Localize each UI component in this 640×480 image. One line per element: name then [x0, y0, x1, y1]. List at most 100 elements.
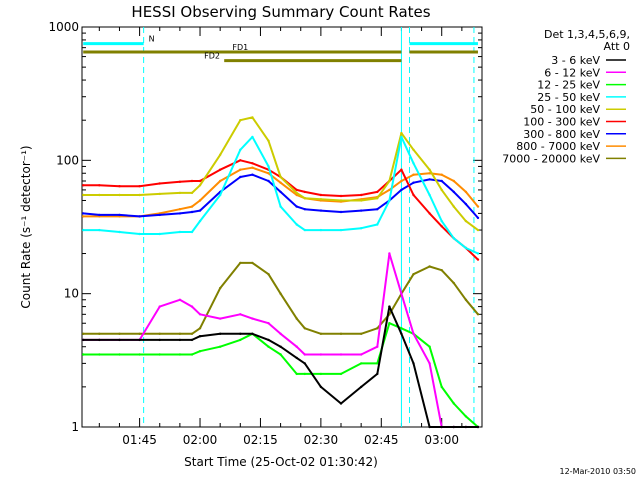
series-1-point: [219, 317, 222, 320]
y-axis-label: Count Rate (s⁻¹ detector⁻¹): [19, 145, 33, 308]
series-5-point: [251, 162, 254, 165]
series-7-point: [452, 179, 455, 183]
series-1-point: [251, 317, 254, 320]
series-1-point: [267, 322, 270, 325]
series-6-point: [319, 209, 323, 212]
series-4-point: [464, 219, 468, 223]
series-5-point: [98, 184, 101, 187]
series-7-point: [412, 173, 415, 176]
series-3-point: [158, 232, 161, 236]
series-1-point: [239, 313, 242, 316]
series-8-point: [251, 261, 254, 265]
series-2-point: [178, 353, 182, 356]
series-3-point: [82, 228, 85, 232]
series-0-point: [376, 372, 379, 376]
legend-label: 25 - 50 keV: [537, 91, 600, 104]
plot-frame: [81, 26, 483, 428]
series-0-point: [178, 338, 182, 342]
series-1-point: [178, 298, 182, 301]
series-8-point: [428, 265, 431, 268]
series-8-point: [464, 298, 468, 301]
series-8-point: [412, 273, 415, 276]
series-8-point: [98, 332, 101, 335]
series-8-point: [376, 327, 379, 330]
series-4-point: [178, 191, 182, 195]
series-4-point: [158, 192, 161, 196]
state-label-n: N: [149, 35, 155, 44]
series-3-point: [138, 232, 141, 236]
series-5-point: [360, 193, 363, 197]
series-6-point: [279, 190, 282, 194]
series-5-point: [158, 182, 161, 185]
series-3-point: [198, 219, 202, 223]
series-4-point: [452, 205, 455, 208]
series-3-point: [178, 230, 182, 234]
x-tick-label: 02:45: [364, 433, 399, 447]
series-line-6: [83, 173, 479, 219]
series-0-point: [158, 338, 161, 342]
series-6-point: [360, 209, 363, 212]
series-1-point: [190, 305, 194, 308]
series-5-point: [198, 179, 202, 183]
series-6-point: [303, 208, 306, 211]
series-6-point: [158, 213, 161, 217]
series-4-point: [428, 168, 431, 171]
series-3-point: [190, 230, 194, 234]
series-4-point: [400, 131, 403, 135]
legend-label: 50 - 100 keV: [530, 103, 600, 116]
series-0-point: [118, 338, 121, 342]
series-5-point: [190, 179, 194, 183]
series-7-point: [440, 173, 443, 176]
series-2-point: [376, 362, 379, 365]
series-0-point: [98, 338, 101, 342]
series-0-point: [339, 402, 343, 405]
series-6-point: [376, 208, 379, 211]
series-7-point: [464, 190, 468, 194]
series-5-point: [376, 190, 379, 194]
series-2-point: [267, 345, 270, 348]
series-2-point: [98, 353, 101, 356]
series-4-point: [190, 191, 194, 195]
series-0-point: [428, 425, 431, 429]
series-7-point: [251, 166, 254, 169]
series-0-point: [138, 338, 141, 342]
series-3-point: [440, 219, 443, 223]
series-5-point: [295, 188, 298, 192]
series-2-point: [428, 345, 431, 348]
series-3-point: [303, 228, 306, 232]
series-4-point: [118, 193, 121, 197]
series-0-point: [360, 385, 363, 389]
series-3-point: [118, 230, 121, 234]
footer-date: 12-Mar-2010 03:50: [560, 467, 637, 476]
series-8-point: [198, 327, 202, 330]
series-0-point: [388, 305, 391, 308]
series-2-point: [219, 345, 222, 348]
series-0-point: [440, 425, 443, 429]
series-0-point: [198, 335, 202, 338]
series-4-point: [339, 199, 343, 202]
series-2-point: [138, 353, 141, 356]
series-0-point: [400, 332, 403, 335]
series-3-point: [98, 228, 101, 232]
series-line-0: [83, 305, 478, 428]
series-2-point: [190, 353, 194, 356]
series-7-point: [428, 172, 431, 175]
series-5-point: [476, 258, 480, 261]
series-1-point: [303, 353, 306, 356]
series-6-point: [440, 179, 443, 183]
series-4-point: [198, 184, 202, 187]
series-8-point: [279, 292, 282, 295]
series-6-point: [267, 179, 270, 183]
series-2-point: [239, 338, 242, 342]
series-5-point: [239, 159, 242, 162]
series-3-point: [428, 193, 431, 197]
y-tick-label: 1000: [48, 20, 79, 34]
state-label-fd2: FD2: [204, 52, 220, 61]
series-3-point: [319, 228, 323, 232]
series-3-point: [267, 165, 270, 168]
series-1-point: [279, 332, 282, 335]
series-6-point: [428, 178, 431, 181]
series-8-point: [295, 317, 298, 320]
series-4-point: [279, 175, 282, 179]
